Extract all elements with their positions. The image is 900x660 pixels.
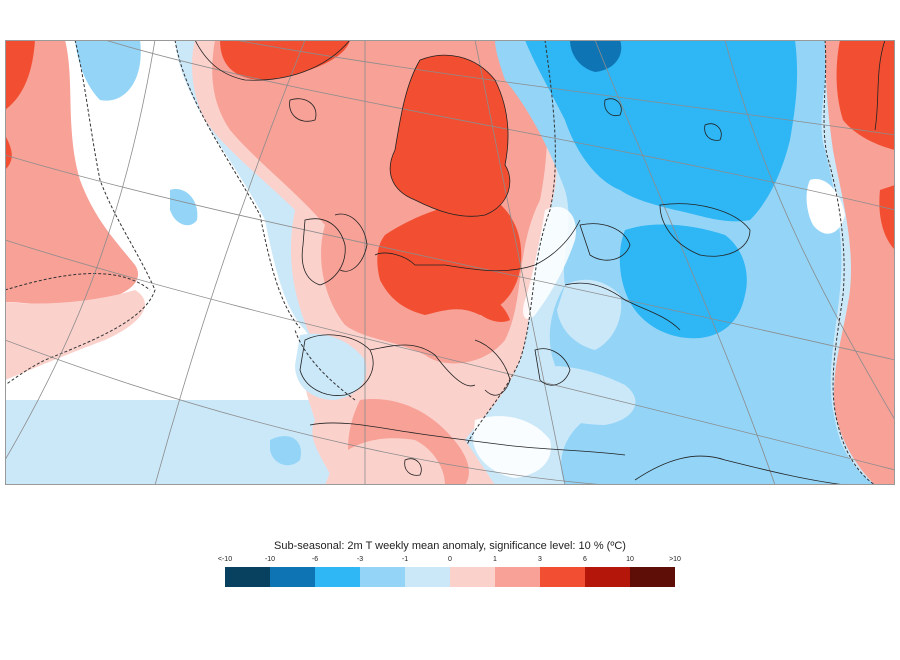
legend-tick-0: <-10 [217,556,233,563]
legend-tick-10: >10 [669,556,681,563]
neutral-band-east [806,179,845,234]
legend-swatch-4 [405,567,450,587]
warm-region-siberia-strong [836,40,895,150]
legend-swatch-6 [495,567,540,587]
warm-region-siberia-strong-2 [879,185,895,250]
graticule [5,40,895,485]
warm-region-atlantic-west-light [5,290,145,380]
warm-region-central-europe-strong [377,200,522,315]
warm-region-atlantic-west-strong [5,40,35,110]
warm-region-siberia [825,40,895,485]
legend-tick-7: 3 [538,556,542,563]
cold-region-atlantic-patch-2 [270,436,301,466]
warm-region-adriatic-strong [475,285,510,322]
legend-tick-8: 6 [583,556,587,563]
cold-region-denmark-strait [75,40,141,101]
warm-region-north-africa [325,438,445,485]
map-canvas [5,40,895,485]
map-frame [5,40,895,485]
legend-title: Sub-seasonal: 2m T weekly mean anomaly, … [274,540,626,552]
legend-tick-5: 0 [448,556,452,563]
legend-swatch-9 [630,567,675,587]
legend-tick-2: -6 [311,556,319,563]
legend-swatch-8 [585,567,630,587]
warm-region-scandinavia-strong [390,55,510,217]
anomaly-map [5,40,895,485]
neutral-band-east-europe [523,206,576,320]
cold-region-turkey [557,279,622,350]
legend-colorbar [225,567,675,587]
legend-swatch-3 [360,567,405,587]
warm-region-greenland-strong [220,40,350,80]
legend-tick-9: 10 [626,556,634,563]
cold-region-mediterranean-east [525,365,636,425]
cold-region-east-strong-south [619,224,747,339]
cold-region-deep [570,40,622,72]
legend-tick-4: -1 [401,556,409,563]
significance-contours [5,40,876,485]
legend-swatch-0 [225,567,270,587]
warm-region-atlantic-west-strong-2 [5,135,12,170]
warm-region-atlantic-west [5,40,139,305]
coastlines [194,40,886,485]
legend-tick-1: -10 [264,556,276,563]
legend-tick-3: -3 [356,556,364,563]
legend-swatch-5 [450,567,495,587]
cold-region-iberia [295,333,367,400]
legend-swatch-1 [270,567,315,587]
legend-swatch-7 [540,567,585,587]
neutral-band-mediterranean [473,416,551,478]
cold-region-east-strong [525,40,798,222]
legend-swatch-2 [315,567,360,587]
legend-ticks: <-10 -10 -6 -3 -1 0 1 3 6 10 >10 [218,556,681,566]
legend-tick-6: 1 [493,556,497,563]
cold-region-atlantic-patch [170,189,198,226]
